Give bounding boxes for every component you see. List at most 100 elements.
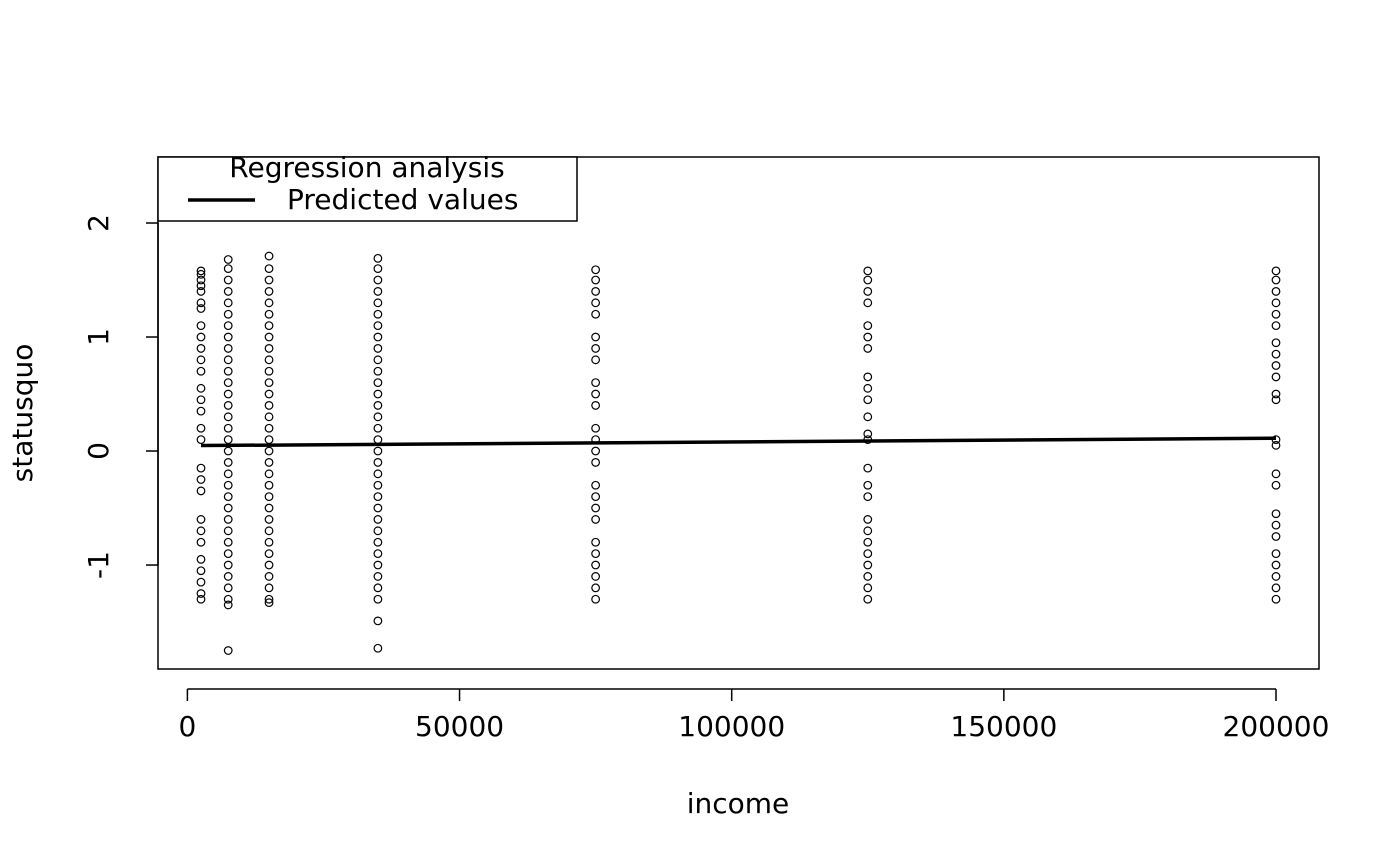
point xyxy=(223,515,233,524)
point xyxy=(1271,532,1281,541)
point xyxy=(264,598,274,608)
point xyxy=(196,577,206,587)
point xyxy=(591,583,601,593)
point xyxy=(373,298,383,308)
point xyxy=(264,309,274,319)
point xyxy=(196,332,206,342)
point xyxy=(373,583,383,593)
point xyxy=(196,344,206,353)
point xyxy=(264,321,274,331)
point xyxy=(223,401,233,410)
point xyxy=(591,423,601,433)
point xyxy=(1271,287,1281,296)
point xyxy=(373,572,383,581)
point xyxy=(264,435,274,445)
point xyxy=(264,412,274,422)
point xyxy=(223,355,233,365)
legend-box xyxy=(157,156,578,222)
point xyxy=(863,275,873,285)
point xyxy=(264,332,274,342)
point xyxy=(196,594,206,604)
point xyxy=(591,275,601,285)
point xyxy=(196,275,206,285)
point xyxy=(264,572,274,581)
point xyxy=(591,480,601,490)
point xyxy=(373,526,383,536)
point xyxy=(223,469,233,479)
point xyxy=(264,275,274,285)
point xyxy=(196,486,206,496)
point xyxy=(223,389,233,399)
point xyxy=(264,469,274,479)
point xyxy=(196,304,206,313)
point xyxy=(223,378,233,388)
point xyxy=(264,526,274,536)
point xyxy=(1271,266,1281,276)
point xyxy=(863,372,873,382)
point xyxy=(196,281,206,291)
point xyxy=(1271,309,1281,319)
point xyxy=(373,560,383,570)
point xyxy=(373,492,383,502)
point xyxy=(591,537,601,547)
point xyxy=(591,265,601,275)
point xyxy=(223,560,233,570)
point xyxy=(196,537,206,547)
point xyxy=(223,503,233,513)
point xyxy=(264,515,274,524)
point xyxy=(223,600,233,610)
y-tick-label: 2 xyxy=(82,214,115,232)
point xyxy=(196,383,206,393)
point xyxy=(264,549,274,559)
point xyxy=(223,435,233,445)
point xyxy=(264,355,274,365)
point xyxy=(373,446,383,456)
point xyxy=(373,458,383,467)
legend-title: Regression analysis xyxy=(229,151,504,184)
point xyxy=(196,566,206,576)
point xyxy=(1271,509,1281,519)
point xyxy=(863,492,873,502)
y-axis-label: statusquo xyxy=(6,344,39,483)
point xyxy=(863,560,873,570)
point xyxy=(223,332,233,342)
point xyxy=(1271,572,1281,581)
point xyxy=(223,526,233,536)
point xyxy=(863,463,873,473)
point xyxy=(223,646,233,655)
point xyxy=(373,469,383,479)
point xyxy=(223,255,233,264)
point xyxy=(373,435,383,445)
point xyxy=(264,378,274,388)
point xyxy=(373,378,383,388)
point xyxy=(196,423,206,433)
point xyxy=(1271,560,1281,570)
point xyxy=(373,537,383,547)
x-tick-label: 100000 xyxy=(678,710,785,743)
point xyxy=(196,321,206,331)
point xyxy=(1271,361,1281,370)
point xyxy=(863,526,873,536)
point xyxy=(863,298,873,308)
point xyxy=(264,594,274,604)
point xyxy=(373,643,383,653)
point xyxy=(373,309,383,319)
point xyxy=(1271,469,1281,479)
point xyxy=(196,395,206,405)
point xyxy=(223,458,233,467)
point xyxy=(223,480,233,490)
point xyxy=(591,298,601,308)
point xyxy=(196,554,206,564)
point xyxy=(373,423,383,433)
point xyxy=(196,526,206,536)
point xyxy=(373,412,383,422)
regression-line xyxy=(200,436,1277,448)
x-tick-label: 200000 xyxy=(1223,710,1330,743)
point xyxy=(373,594,383,604)
point xyxy=(591,594,601,604)
point xyxy=(223,594,233,604)
y-tick-label: 1 xyxy=(82,328,115,346)
point xyxy=(591,446,601,456)
point xyxy=(196,589,206,598)
